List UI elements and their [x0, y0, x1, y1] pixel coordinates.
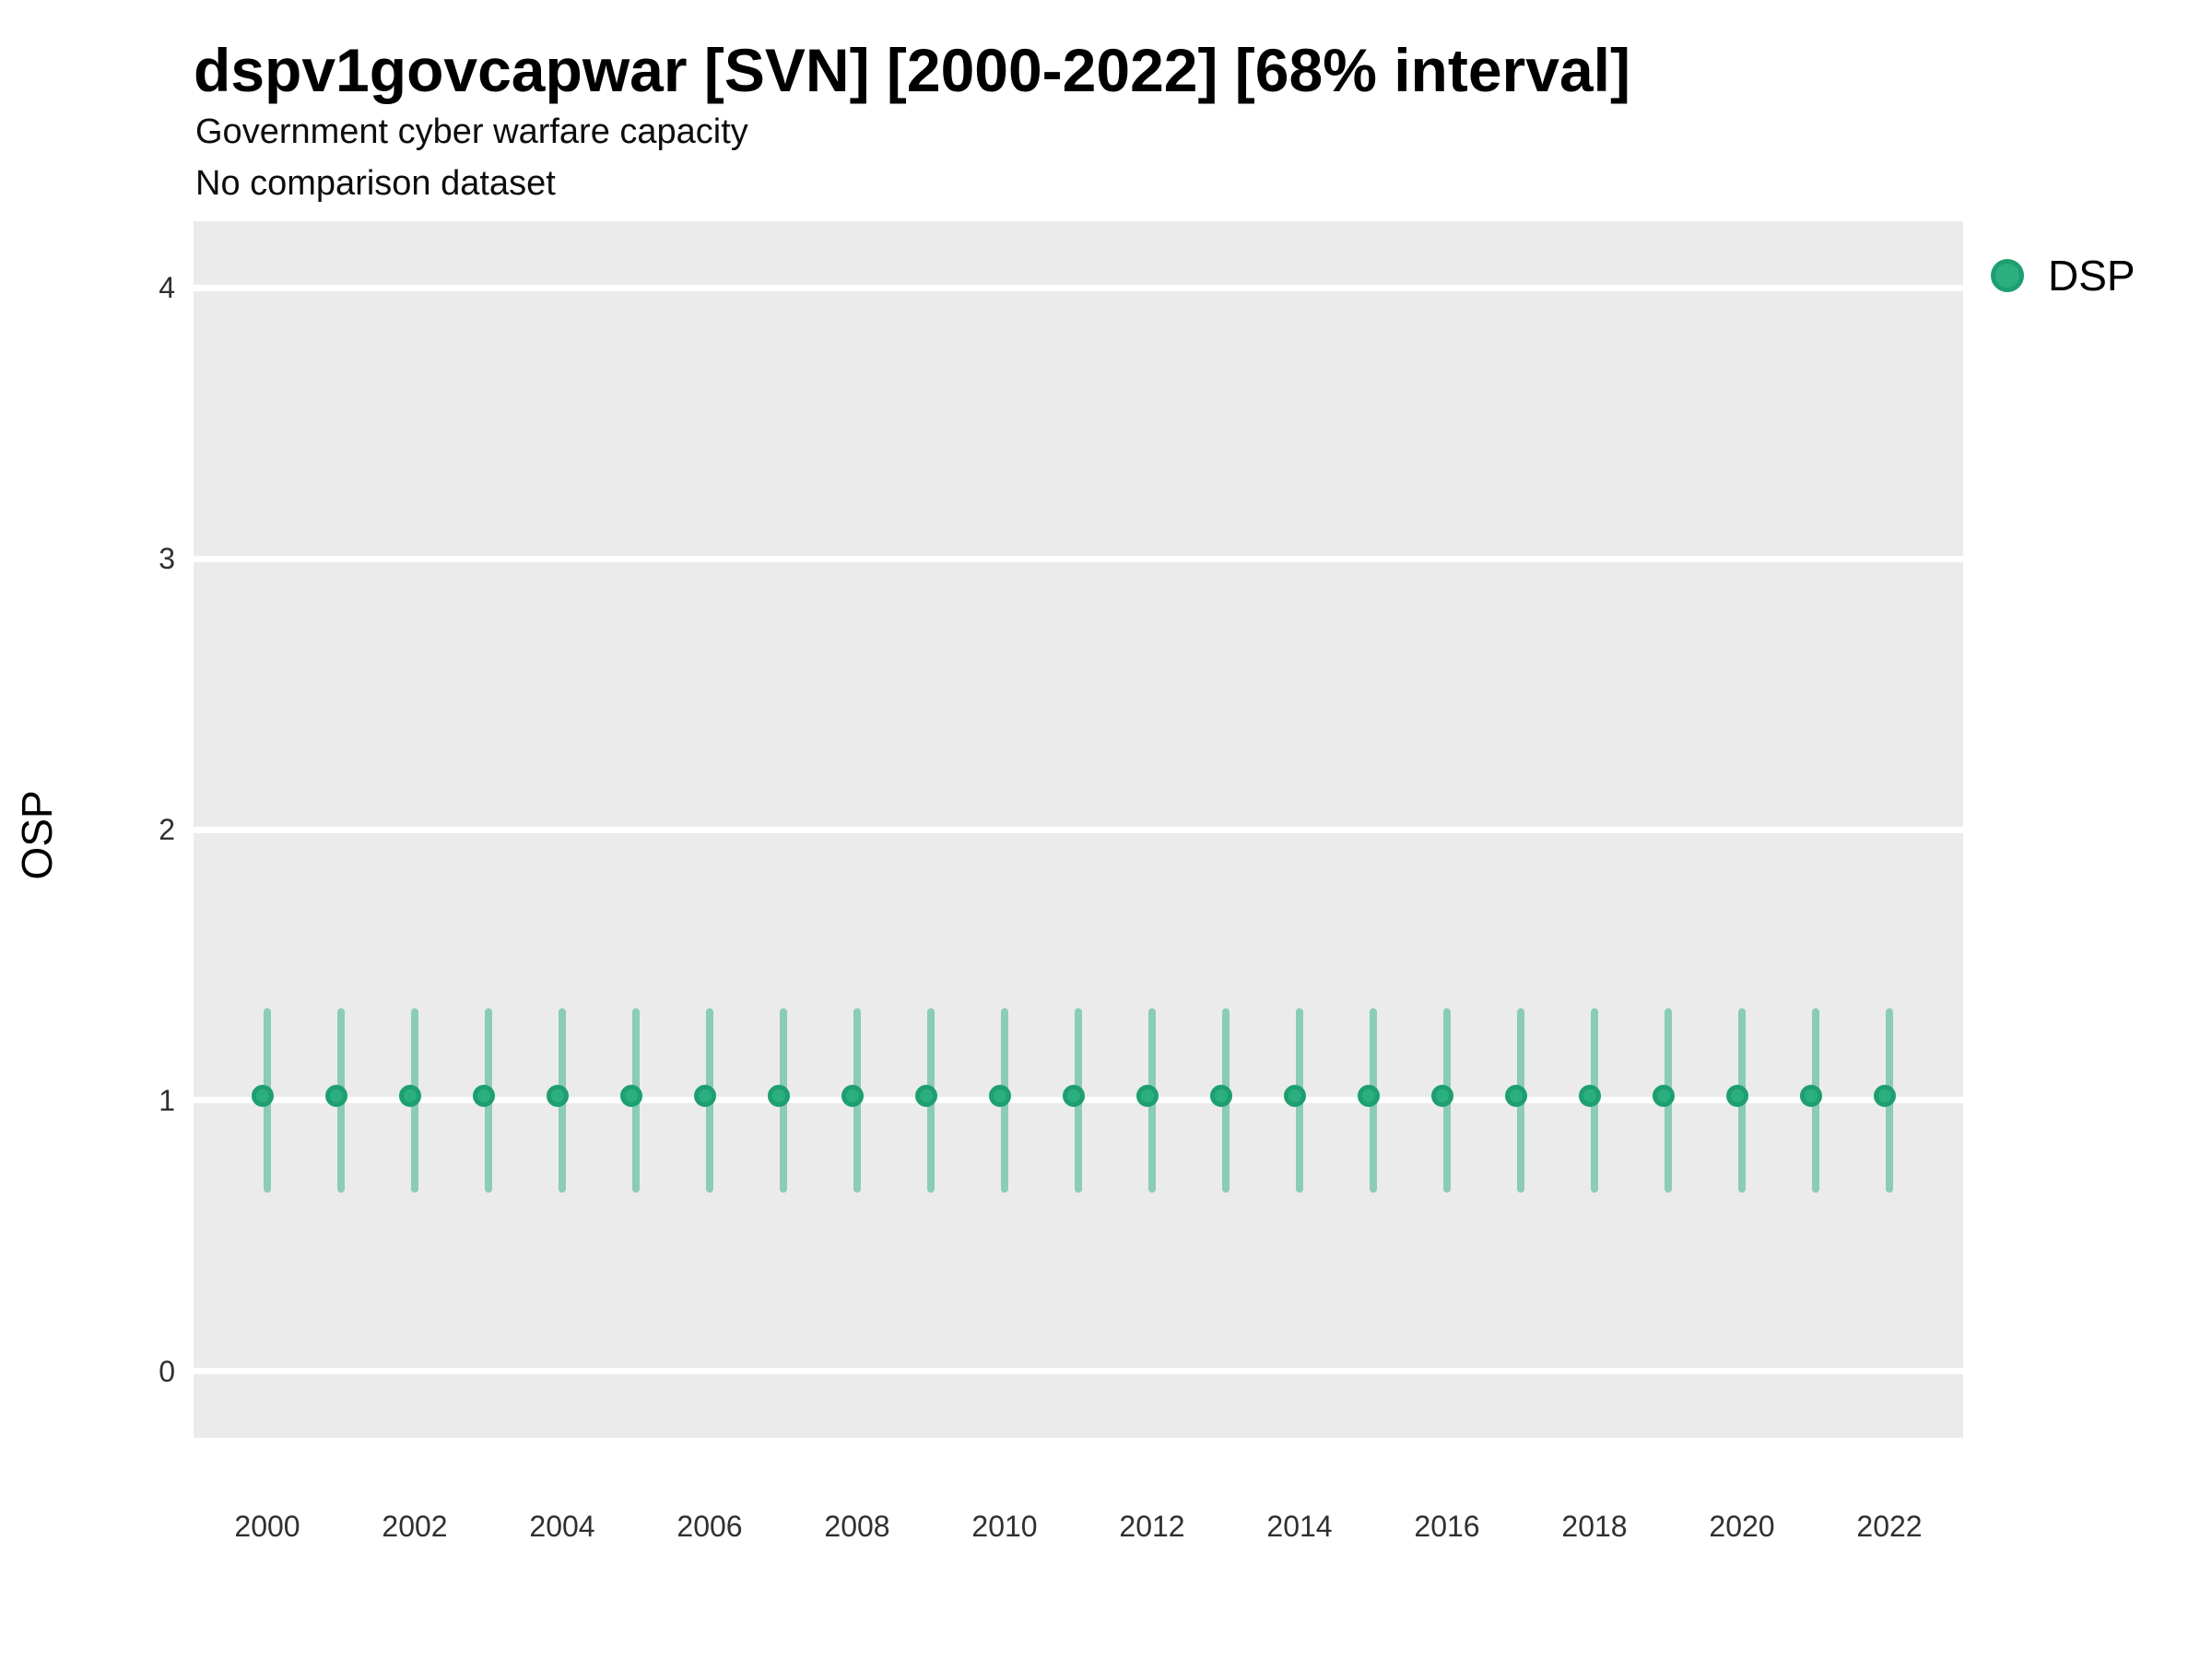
x-tick-label-2006: 2006	[677, 1510, 743, 1543]
x-tick-label-2002: 2002	[382, 1510, 448, 1543]
data-point-2012	[1136, 1084, 1159, 1107]
plot-panel	[194, 221, 1963, 1438]
x-tick-label-2022: 2022	[1856, 1510, 1923, 1543]
data-point-2008	[841, 1084, 864, 1107]
data-point-2010	[989, 1084, 1011, 1107]
x-tick-label-2008: 2008	[824, 1510, 890, 1543]
x-tick-label-2014: 2014	[1266, 1510, 1333, 1543]
data-point-2003	[473, 1084, 495, 1107]
x-tick-label-2012: 2012	[1119, 1510, 1185, 1543]
data-point-2000	[252, 1084, 274, 1107]
data-point-2016	[1431, 1084, 1453, 1107]
data-point-2020	[1726, 1084, 1748, 1107]
data-point-2022	[1874, 1084, 1896, 1107]
chart-note: No comparison dataset	[195, 164, 556, 203]
data-point-2018	[1579, 1084, 1601, 1107]
legend-dot-icon	[1991, 259, 2024, 292]
x-tick-label-2016: 2016	[1414, 1510, 1480, 1543]
gridline-y-4	[194, 284, 1963, 291]
legend: DSP	[1991, 251, 2136, 300]
x-tick-label-2004: 2004	[529, 1510, 595, 1543]
data-point-2004	[547, 1084, 569, 1107]
data-point-2001	[325, 1084, 347, 1107]
legend-label: DSP	[2048, 252, 2136, 300]
y-tick-label-1: 1	[159, 1083, 175, 1117]
chart-subtitle: Government cyber warfare capacity	[195, 112, 748, 151]
x-tick-label-2010: 2010	[971, 1510, 1038, 1543]
data-point-2017	[1505, 1084, 1527, 1107]
x-tick-label-2000: 2000	[234, 1510, 300, 1543]
x-tick-label-2020: 2020	[1709, 1510, 1775, 1543]
data-point-2021	[1800, 1084, 1822, 1107]
data-point-2011	[1063, 1084, 1085, 1107]
data-point-2019	[1653, 1084, 1675, 1107]
x-tick-label-2018: 2018	[1561, 1510, 1628, 1543]
gridline-y-0	[194, 1368, 1963, 1375]
y-tick-label-2: 2	[159, 813, 175, 846]
gridline-y-3	[194, 555, 1963, 562]
y-axis-title: OSP	[13, 790, 61, 880]
data-point-2014	[1284, 1084, 1306, 1107]
data-point-2013	[1210, 1084, 1232, 1107]
data-point-2006	[694, 1084, 716, 1107]
data-point-2002	[399, 1084, 421, 1107]
data-point-2009	[915, 1084, 937, 1107]
y-tick-label-0: 0	[159, 1354, 175, 1388]
gridline-y-2	[194, 826, 1963, 833]
data-point-2005	[620, 1084, 642, 1107]
chart-title: dspv1govcapwar [SVN] [2000-2022] [68% in…	[194, 36, 1630, 104]
y-tick-label-4: 4	[159, 271, 175, 305]
data-point-2007	[768, 1084, 790, 1107]
y-tick-label-3: 3	[159, 542, 175, 575]
data-point-2015	[1358, 1084, 1380, 1107]
